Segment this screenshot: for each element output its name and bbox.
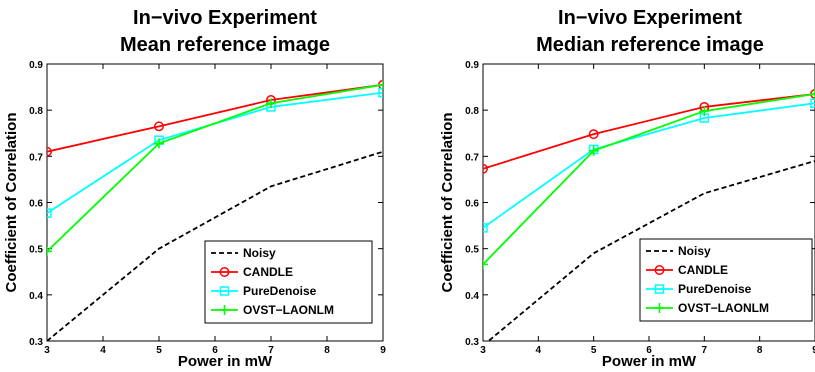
legend-label: PureDenoise [243,284,317,298]
data-point-1-0 [47,146,52,157]
y-tick-label: 0.8 [29,106,43,117]
legend-label: PureDenoise [678,282,752,296]
y-tick-label: 0.4 [465,291,479,302]
x-tick-label: 8 [757,345,763,356]
legend-marker [219,305,230,315]
y-axis-label: Coefficient of Correlation [439,112,456,292]
legend-label: CANDLE [678,263,728,277]
data-point-1-1 [154,121,164,132]
x-tick-label: 8 [324,345,330,356]
series-line-plus [47,83,383,253]
legend: Noisy CANDLE PureDenoise OVST−LAONLM [639,238,813,322]
series-line-plus [483,93,815,265]
y-tick-label: 0.6 [465,199,479,210]
x-tick-label: 7 [268,345,274,356]
data-point-2-0 [483,223,488,233]
x-tick-label: 3 [480,345,486,356]
series-line-noisy [47,150,383,341]
chart-title: In−vivo Experiment [558,7,742,29]
chart-panel-2: In−vivo Experiment Median reference image… [439,7,815,370]
y-tick-label: 0.9 [29,60,43,71]
data-point-3-1 [588,145,599,156]
data-point-3-2 [266,98,276,109]
y-tick-label: 0.3 [465,337,479,348]
y-axis-label: Coefficient of Correlation [3,112,20,292]
series-line-circle [47,83,383,153]
legend-marker [219,267,230,277]
y-tick-label: 0.5 [29,245,43,256]
plot-series-group [483,89,815,341]
x-tick-label: 3 [44,345,50,356]
chart-subtitle: Median reference image [536,34,764,56]
x-tick-label: 4 [536,345,542,356]
data-point-1-0 [483,163,488,174]
y-tick-label: 0.4 [29,291,43,302]
legend-label: CANDLE [243,265,293,279]
legend-marker [654,284,665,294]
data-point-3-3 [378,79,383,90]
y-tick-label: 0.7 [465,152,479,163]
chart-title: In−vivo Experiment [133,7,317,29]
data-point-2-0 [47,208,52,218]
y-tick-label: 0.9 [465,60,479,71]
legend-marker [219,286,230,296]
legend-marker [654,303,665,313]
legend-marker [654,265,665,275]
series-line-noisy [487,160,815,341]
x-tick-label: 4 [100,345,106,356]
data-point-3-0 [47,246,52,257]
data-point-3-0 [483,259,488,270]
data-point-1-1 [588,129,599,140]
legend-label: Noisy [678,244,711,258]
x-axis-label: Power in mW [602,353,697,370]
legend-label: OVST−LAONLM [678,301,769,315]
data-point-2-3 [810,98,815,108]
data-point-3-1 [154,138,164,149]
legend: Noisy CANDLE PureDenoise OVST−LAONLM [204,240,373,324]
x-tick-label: 7 [702,345,708,356]
series-line-circle [483,93,815,170]
chart-panel-1: In−vivo Experiment Mean reference image 3 4… [3,7,386,370]
y-tick-label: 0.8 [465,106,479,117]
y-tick-label: 0.7 [29,152,43,163]
plot-series-group [47,79,383,341]
y-tick-label: 0.6 [29,199,43,210]
x-tick-label: 6 [212,345,218,356]
y-tick-label: 0.5 [465,245,479,256]
x-tick-label: 9 [812,345,815,356]
x-tick-label: 5 [156,345,162,356]
x-axis-label: Power in mW [178,353,273,370]
data-point-3-3 [810,89,815,100]
chart-subtitle: Mean reference image [120,34,330,56]
data-point-3-2 [699,106,710,117]
data-point-2-3 [378,87,383,98]
y-tick-label: 0.3 [29,337,43,348]
legend-label: OVST−LAONLM [243,303,334,317]
legend-label: Noisy [243,246,276,260]
series-line-square [483,102,815,229]
x-tick-label: 5 [591,345,597,356]
x-tick-label: 6 [646,345,652,356]
x-tick-label: 9 [380,345,386,356]
